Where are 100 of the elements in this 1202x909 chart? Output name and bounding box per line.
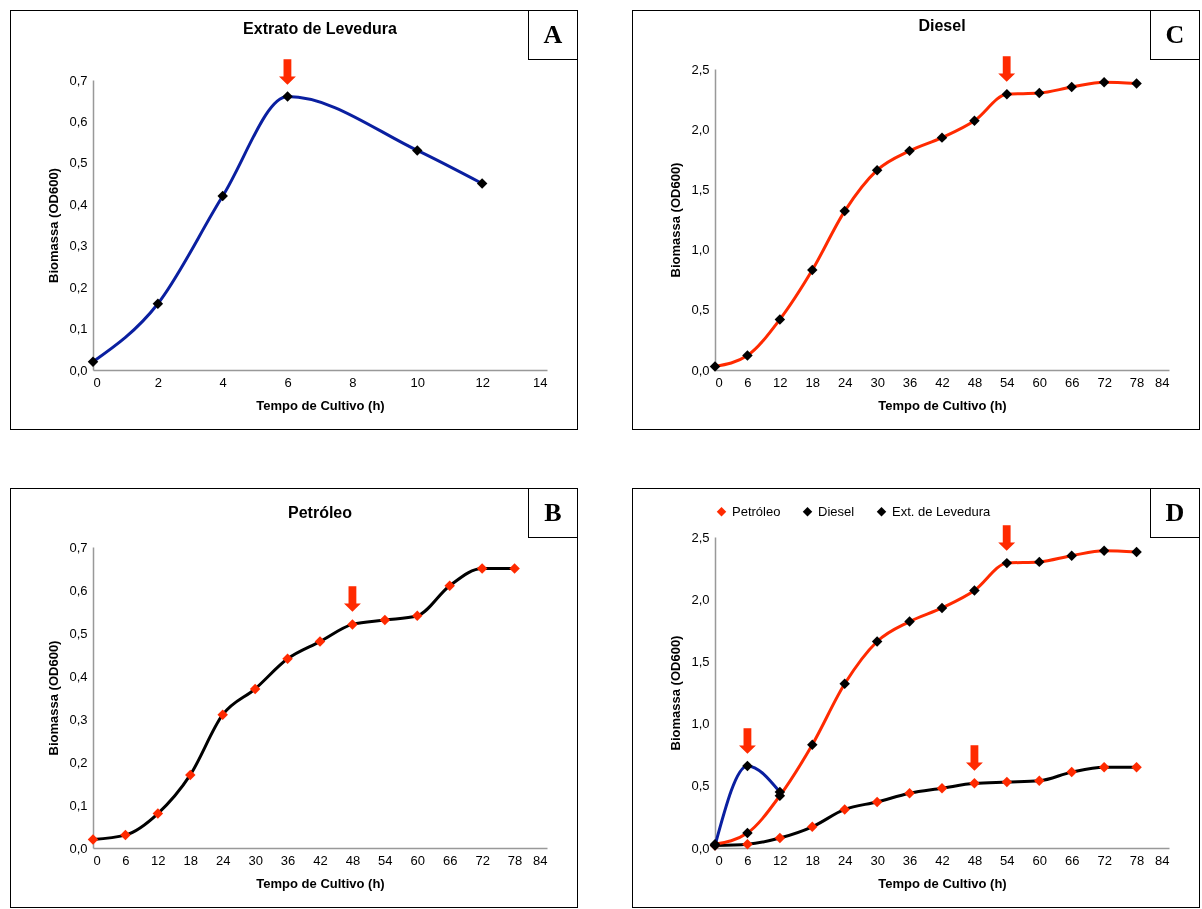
- x-tick-label: 42: [313, 852, 328, 868]
- point: [774, 832, 786, 844]
- point: [871, 636, 883, 647]
- point: [282, 653, 293, 665]
- y-tick-label: 0,6: [69, 582, 88, 598]
- x-tick-label: 0: [715, 852, 723, 868]
- point: [871, 796, 883, 808]
- point: [1131, 78, 1142, 89]
- x-tick-label: 60: [1032, 852, 1048, 868]
- text: D: [1150, 488, 1200, 538]
- y-axis-title: Biomassa (OD600): [668, 162, 684, 278]
- y-tick-label: 0,3: [69, 238, 88, 254]
- x-tick-label: 18: [805, 852, 821, 868]
- x-tick-label: 78: [1129, 852, 1145, 868]
- x-tick-label: 8: [349, 374, 357, 390]
- x-tick-label: 0: [715, 374, 723, 390]
- point: [1066, 550, 1077, 561]
- x-tick-label: 36: [280, 852, 296, 868]
- point: [1034, 87, 1045, 99]
- y-tick-label: 0,5: [691, 302, 710, 318]
- point: [936, 783, 948, 794]
- x-axis-title: Tempo de Cultivo (h): [878, 875, 1007, 891]
- y-tick-label: 0,2: [69, 754, 88, 770]
- annotation: ⬇: [960, 738, 989, 779]
- x-tick-label: 78: [1129, 374, 1145, 390]
- point: [87, 834, 99, 845]
- x-tick-label: 48: [967, 374, 983, 390]
- x-tick-label: 18: [805, 374, 821, 390]
- point: [152, 808, 164, 819]
- y-tick-label: 0,7: [69, 72, 88, 88]
- point: [742, 839, 753, 850]
- y-axis-title: Biomassa (OD600): [46, 168, 62, 283]
- x-tick-label: 12: [151, 852, 166, 868]
- y-tick-label: 0,0: [691, 362, 710, 378]
- point: [509, 563, 520, 574]
- point: [904, 145, 915, 157]
- point: [839, 678, 850, 690]
- point: [969, 778, 980, 789]
- point: [936, 602, 948, 614]
- x-tick-label: 6: [744, 852, 752, 868]
- y-axis-title: Biomassa (OD600): [46, 640, 62, 756]
- x-tick-label: 10: [410, 374, 426, 390]
- x-tick-label: 18: [183, 852, 199, 868]
- x-tick-label: 30: [870, 374, 885, 390]
- x-tick-label: 84: [1155, 852, 1170, 868]
- x-tick-label: 6: [744, 374, 752, 390]
- point: [1034, 556, 1045, 568]
- x-tick-label: 72: [475, 852, 490, 868]
- point: [807, 739, 818, 750]
- text: C: [1150, 10, 1200, 60]
- point: [839, 804, 850, 815]
- x-tick-label: 60: [1032, 374, 1048, 390]
- x-tick-label: 84: [1155, 374, 1170, 390]
- y-tick-label: 0,5: [691, 778, 710, 794]
- x-tick-label: 0: [93, 374, 101, 390]
- point: [1001, 776, 1013, 788]
- point: [742, 827, 753, 839]
- legend-label: Petróleo: [732, 503, 781, 519]
- point: [904, 616, 915, 627]
- point: [839, 205, 850, 217]
- point: [1131, 761, 1142, 773]
- point: [185, 769, 196, 781]
- point: [1098, 761, 1110, 773]
- x-tick-label: 60: [410, 852, 426, 868]
- x-tick-label: 6: [122, 852, 130, 868]
- y-tick-label: 0,0: [691, 840, 710, 856]
- point: [347, 619, 358, 630]
- point: [871, 164, 883, 176]
- y-tick-label: 1,0: [691, 716, 710, 732]
- x-tick-label: 4: [219, 374, 227, 390]
- y-tick-label: 2,5: [691, 61, 710, 77]
- y-tick-label: 0,4: [69, 668, 88, 684]
- x-tick-label: 54: [1000, 852, 1015, 868]
- annotation: ⬇: [338, 579, 367, 620]
- x-tick-label: 0: [93, 852, 101, 868]
- legend-label: Ext. de Levedura: [892, 503, 992, 519]
- y-tick-label: 0,2: [69, 279, 88, 295]
- point: [1001, 89, 1013, 100]
- x-tick-label: 72: [1097, 374, 1112, 390]
- point: [412, 610, 423, 622]
- y-tick-label: 0,7: [69, 539, 88, 555]
- point: [807, 821, 818, 833]
- point: [152, 298, 164, 309]
- x-tick-label: 30: [870, 852, 885, 868]
- x-tick-label: 66: [1064, 374, 1080, 390]
- x-tick-label: 48: [345, 852, 361, 868]
- point: [476, 563, 488, 574]
- point: [120, 829, 131, 841]
- x-tick-label: 42: [935, 374, 950, 390]
- chart-title: Diesel: [918, 17, 966, 35]
- y-tick-label: 0,0: [69, 840, 88, 856]
- text: A: [528, 10, 578, 60]
- annotation: ⬇: [992, 49, 1022, 90]
- x-tick-label: 6: [284, 374, 292, 390]
- point: [1098, 545, 1110, 556]
- y-tick-label: 2,5: [691, 529, 710, 545]
- x-tick-label: 12: [773, 852, 788, 868]
- point: [709, 361, 721, 372]
- point: [1098, 77, 1110, 88]
- point: [444, 580, 455, 591]
